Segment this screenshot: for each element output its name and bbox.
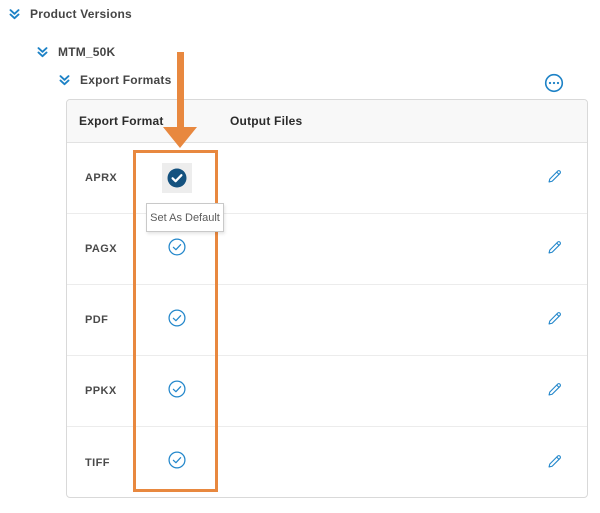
check-circle-filled-icon [162,163,192,193]
export-formats-table: Export Format Output Files APRX PAGX [66,99,588,498]
edit-row-button[interactable] [521,381,587,401]
set-default-checkbox-tiff[interactable] [134,451,220,474]
set-as-default-tooltip: Set As Default [146,203,224,232]
tooltip-text: Set As Default [150,211,220,224]
set-default-checkbox-pdf[interactable] [134,308,220,332]
check-circle-outline-icon [168,308,186,332]
format-label: PPKX [85,385,117,397]
pencil-icon [546,168,563,188]
format-label: PDF [85,314,109,326]
annotation-arrow-head [163,127,197,148]
ellipsis-circle-icon [544,73,564,93]
table-row-aprx: APRX [67,143,587,214]
tree-item-product-versions[interactable]: Product Versions [8,7,132,21]
edit-row-button[interactable] [521,239,587,259]
set-default-checkbox-pagx[interactable] [134,237,220,261]
table-header-row: Export Format Output Files [67,100,587,143]
edit-row-button[interactable] [521,168,587,188]
table-options-button[interactable] [544,73,564,93]
set-default-checkbox-aprx[interactable] [134,163,220,193]
column-header-output-files: Output Files [230,114,303,128]
pencil-icon [546,239,563,259]
table-row-pdf: PDF [67,285,587,356]
column-header-export-format: Export Format [79,114,164,128]
chevrons-down-icon[interactable] [36,45,49,59]
set-default-checkbox-ppkx[interactable] [134,379,220,403]
chevrons-down-icon[interactable] [8,7,21,21]
tree-item-export-formats[interactable]: Export Formats [58,73,171,87]
table-row-ppkx: PPKX [67,356,587,427]
edit-row-button[interactable] [521,453,587,473]
format-label: PAGX [85,243,117,255]
edit-row-button[interactable] [521,310,587,330]
format-label: APRX [85,172,118,184]
check-circle-outline-icon [168,451,186,474]
tree-label-mtm-50k: MTM_50K [58,45,116,59]
check-circle-outline-icon [168,379,186,403]
pencil-icon [546,381,563,401]
table-row-pagx: PAGX [67,214,587,285]
tree-label-product-versions: Product Versions [30,7,132,21]
tree-item-mtm-50k[interactable]: MTM_50K [36,45,115,59]
table-row-tiff: TIFF [67,427,587,498]
pencil-icon [546,453,563,473]
pencil-icon [546,310,563,330]
chevrons-down-icon[interactable] [58,73,71,87]
tree-label-export-formats: Export Formats [80,73,172,87]
check-circle-outline-icon [168,237,186,261]
annotation-arrow-shaft [177,52,184,128]
format-label: TIFF [85,456,110,469]
